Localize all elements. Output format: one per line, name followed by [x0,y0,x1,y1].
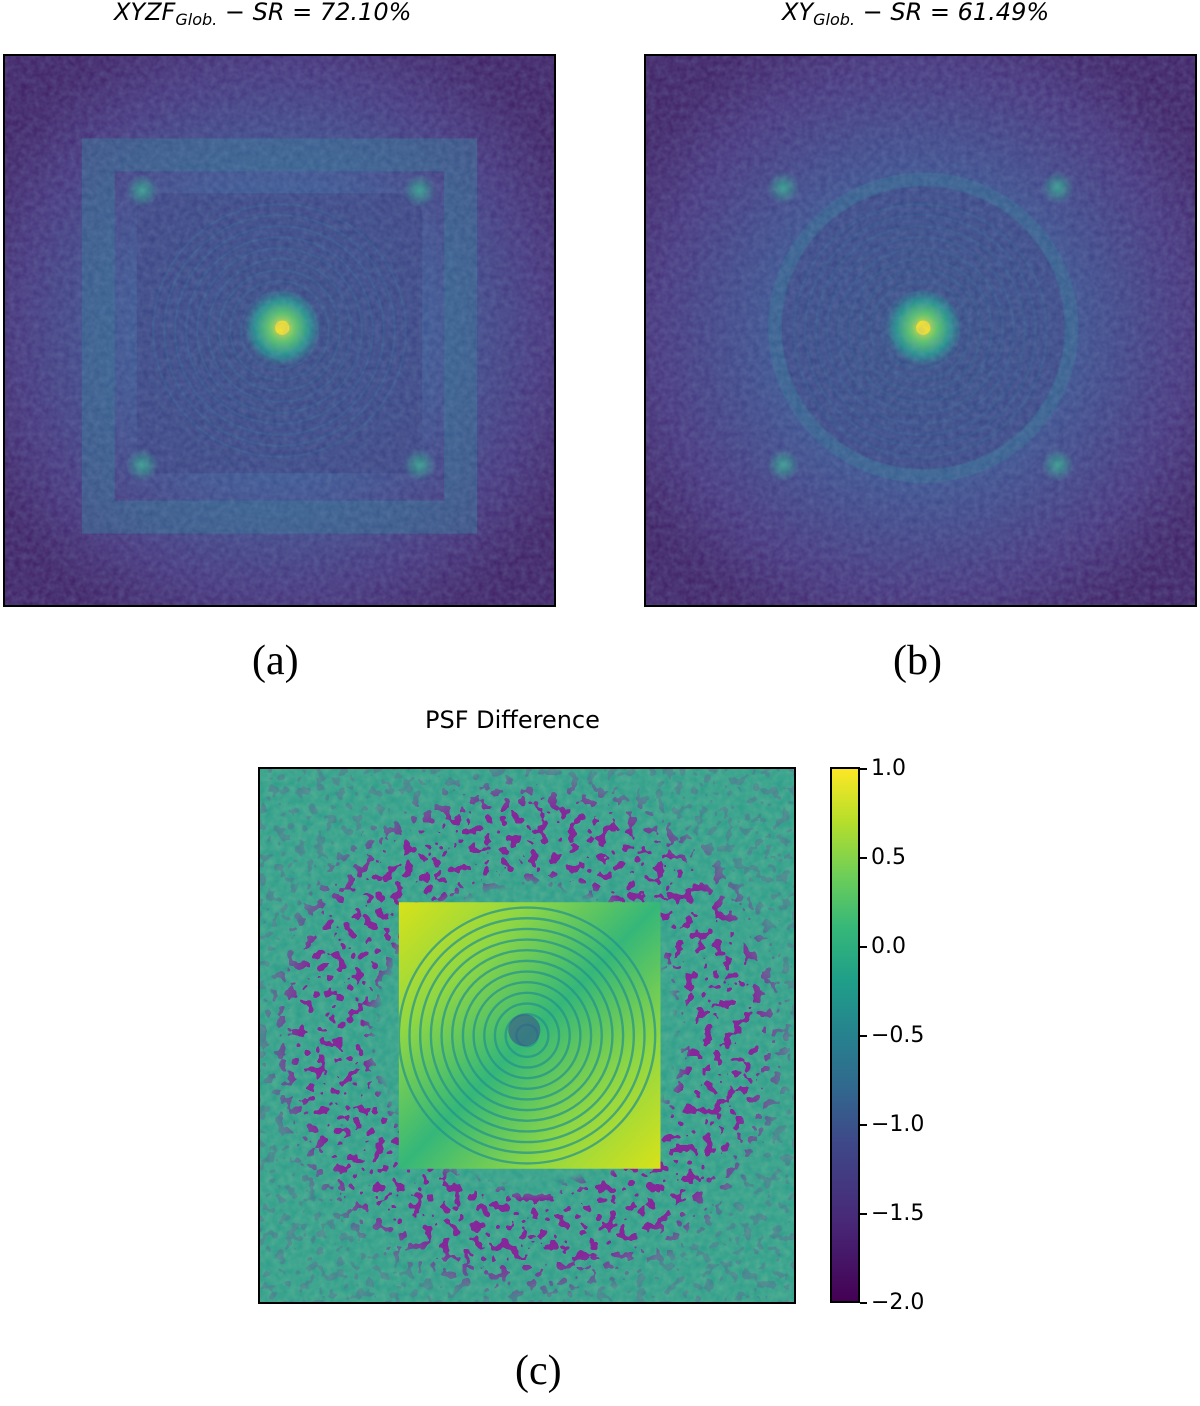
colorbar [830,767,860,1303]
colorbar-tick-label: 0.5 [871,845,906,870]
colorbar-tick-label: −0.5 [871,1023,925,1048]
panel-b-title-main: XY [782,0,814,26]
panel-a-title: XYZFGlob. − SR = 72.10% [114,0,412,28]
colorbar-tick-label: 0.0 [871,934,906,959]
panel-c-difference-image [258,767,796,1304]
colorbar-tick-label: −1.5 [871,1201,925,1226]
colorbar-tick-label: −1.0 [871,1112,925,1137]
colorbar-tick [860,1035,867,1037]
colorbar-tick [860,946,867,948]
colorbar-tick [860,768,867,770]
panel-b-psf-image [644,54,1197,607]
panel-a-caption: (a) [252,638,299,684]
colorbar-tick [860,857,867,859]
panel-b-title-sub: Glob. [813,10,855,29]
panel-b-caption: (b) [893,638,942,684]
colorbar-tick-label: −2.0 [871,1290,925,1315]
panel-a-title-sub: Glob. [175,10,218,29]
panel-b-title: XYGlob. − SR = 61.49% [782,0,1050,28]
panel-a-title-rest: − SR = 72.10% [217,0,412,26]
colorbar-tick-label: 1.0 [871,756,906,781]
panel-c-caption: (c) [515,1348,562,1394]
colorbar-tick [860,1124,867,1126]
panel-a-psf-image [3,54,556,607]
colorbar-tick [860,1213,867,1215]
panel-b-title-rest: − SR = 61.49% [854,0,1050,26]
panel-c-title: PSF Difference [425,706,600,734]
panel-a-title-main: XYZF [114,0,176,26]
colorbar-tick [860,1302,867,1304]
